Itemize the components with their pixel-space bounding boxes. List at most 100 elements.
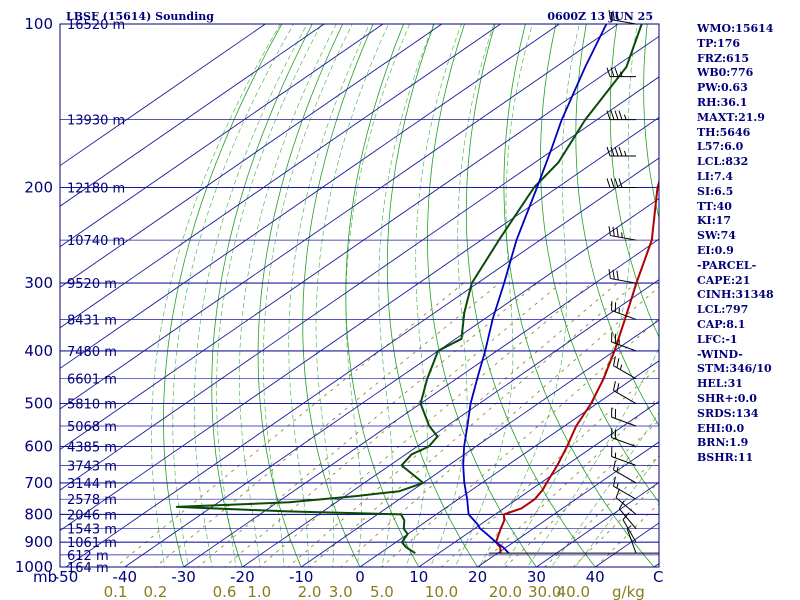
- wind-barb: [622, 512, 637, 543]
- height-label: 3743 m: [67, 459, 117, 474]
- isotherm-line: [60, 24, 502, 329]
- index-item: -PARCEL-: [697, 258, 757, 272]
- wind-barb: [606, 178, 636, 188]
- mixing-ratio-line: [595, 502, 659, 567]
- mixing-ratio-tick-label: 20.0: [489, 583, 522, 600]
- pressure-tick-label: 800: [24, 505, 53, 523]
- temperature-tick-label: -50: [54, 568, 79, 586]
- index-item: WMO:15614: [697, 22, 774, 35]
- mixing-ratio-tick-label: 2.0: [298, 583, 322, 600]
- moist-adiabat-line: [378, 24, 434, 567]
- moist-adiabat-line: [574, 454, 659, 567]
- index-item: SRDS:134: [697, 406, 759, 420]
- isotherm-line: [60, 76, 659, 491]
- mixing-ratio-unit-label: g/kg: [612, 583, 645, 600]
- wind-barb: [618, 500, 637, 529]
- mixing-ratio-tick-label: 5.0: [370, 583, 394, 600]
- height-labels: 16520 m 13930 m 12180 m 10740 m 9520 m 8431 m…: [67, 18, 125, 576]
- wind-barbs: [606, 10, 637, 554]
- mixing-ratio-line: [197, 282, 538, 567]
- isotherm-line: [60, 24, 561, 369]
- mixing-ratio-line: [504, 419, 659, 567]
- index-item: CAP:8.1: [697, 317, 746, 331]
- wind-barb: [611, 407, 637, 427]
- pressure-tick-label: 600: [24, 438, 53, 456]
- moist-adiabat-line: [262, 24, 353, 567]
- parcel-trace: [462, 24, 608, 554]
- index-item: TP:176: [697, 36, 741, 50]
- temperature-trace: [495, 179, 659, 554]
- height-label: 3144 m: [67, 477, 117, 492]
- index-item: LCL:797: [697, 303, 749, 317]
- index-item: L57:6.0: [697, 140, 744, 154]
- wind-barb: [612, 476, 637, 500]
- pressure-labels: 100 200 300 400 500 600 700 800 900 1000: [15, 15, 53, 576]
- moist-adiabat-line: [345, 24, 410, 567]
- mixing-ratio-line: [440, 365, 659, 567]
- height-label: 13930 m: [67, 114, 125, 129]
- index-item: -WIND-: [697, 347, 743, 361]
- isotherm-line: [60, 24, 325, 207]
- wind-barb: [615, 488, 637, 515]
- height-label: 5068 m: [67, 420, 117, 435]
- wind-barb: [612, 356, 637, 380]
- wind-barb: [612, 460, 637, 484]
- mixing-ratio-line: [572, 481, 659, 567]
- temperature-tick-label: 10: [409, 568, 428, 586]
- pressure-unit-label: mb: [33, 568, 57, 586]
- wind-barb: [611, 332, 637, 352]
- index-item: BSHR:11: [697, 451, 754, 465]
- isotherm-line: [241, 279, 659, 567]
- moist-adiabat-line: [526, 347, 659, 567]
- sounding-traces: [175, 24, 659, 555]
- pressure-tick-label: 700: [24, 474, 53, 492]
- pressure-tick-label: 400: [24, 342, 53, 360]
- temperature-tick-label: 30: [527, 568, 546, 586]
- wind-barb: [611, 301, 637, 320]
- index-item: EHI:0.0: [697, 421, 745, 435]
- temperature-tick-label: -10: [289, 568, 314, 586]
- temperature-tick-label: -40: [113, 568, 138, 586]
- wind-barb: [611, 428, 637, 448]
- pressure-tick-label: 100: [24, 15, 53, 33]
- pressure-tick-label: 200: [24, 179, 53, 197]
- height-label: 9520 m: [67, 277, 117, 292]
- height-label: 612 m: [67, 549, 109, 564]
- isotherm-line: [60, 24, 619, 410]
- index-item: MAXT:21.9: [697, 110, 765, 124]
- temperature-tick-label: -20: [230, 568, 255, 586]
- mixing-ratio-tick-label: 0.6: [213, 583, 237, 600]
- height-label: 5810 m: [67, 398, 117, 413]
- height-label: 2578 m: [67, 493, 117, 508]
- mixing-ratio-tick-label: 30.0: [528, 583, 561, 600]
- index-item: LI:7.4: [697, 169, 734, 183]
- wind-barb: [606, 146, 636, 157]
- index-item: KI:17: [697, 214, 732, 228]
- moist-adiabat-line: [454, 24, 533, 567]
- index-item: FRZ:615: [697, 51, 750, 65]
- index-item: TT:40: [697, 199, 732, 213]
- mixing-ratio-line: [223, 282, 562, 567]
- height-label: 10740 m: [67, 234, 125, 249]
- wind-barb: [608, 226, 637, 241]
- isobars: [60, 23, 659, 568]
- index-item: RH:36.1: [697, 95, 748, 109]
- moist-adiabat-line: [502, 24, 638, 567]
- isotherm-line: [60, 24, 384, 248]
- isotherm-line: [65, 157, 659, 567]
- temperature-tick-label: 0: [355, 568, 365, 586]
- mixing-ratio-labels: 0.1 0.2 0.6 1.0 2.0 3.0 5.0 10.0 20.0 30.040.0: [104, 583, 590, 600]
- height-label: 164 m: [67, 561, 109, 576]
- index-item: SI:6.5: [697, 184, 734, 198]
- index-item: SHR+:0.0: [697, 391, 757, 405]
- mixing-ratio-tick-label: 40.0: [557, 583, 590, 600]
- pressure-tick-label: 500: [24, 395, 53, 413]
- index-item: BRN:1.9: [697, 436, 749, 450]
- isotherm-line: [60, 116, 659, 532]
- temperature-labels: -50 -40 -30 -20 -10 0 10 20 30 40: [54, 568, 605, 586]
- height-label: 6601 m: [67, 373, 117, 388]
- height-label: 7480 m: [67, 345, 117, 360]
- isotherm-line: [60, 35, 659, 451]
